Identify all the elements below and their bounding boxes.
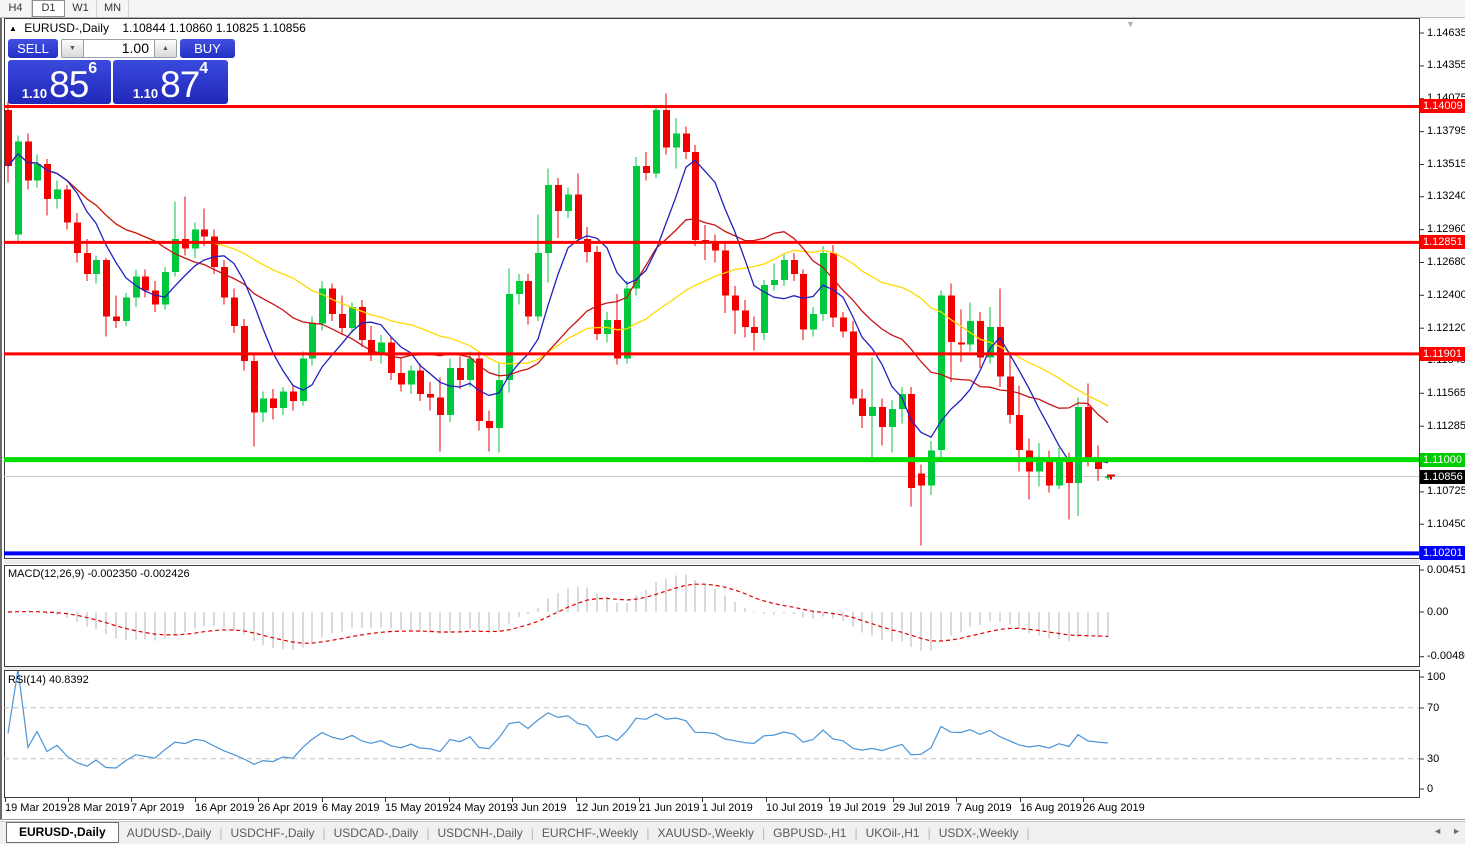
chart-tab-usdcnhdaily[interactable]: USDCNH-,Daily xyxy=(437,826,523,840)
sell-price-prefix: 1.10 xyxy=(21,86,48,101)
timeframe-button-h4[interactable]: H4 xyxy=(0,0,32,17)
timeframe-toolbar: H4 D1 W1 MN xyxy=(0,0,1465,18)
date-tick: 26 Aug 2019 xyxy=(1083,802,1145,814)
rsi-label: RSI(14) 40.8392 xyxy=(8,674,89,686)
timeframe-button-d1[interactable]: D1 xyxy=(32,0,65,17)
buy-price-prefix: 1.10 xyxy=(132,86,159,101)
buy-price-panel[interactable]: 1.10 87 4 xyxy=(113,60,228,104)
chart-window xyxy=(0,18,1465,819)
tab-scroll-left-icon[interactable]: ◄ xyxy=(1433,826,1443,836)
sell-price-pip: 6 xyxy=(88,60,98,77)
price-tick: 1.12120 xyxy=(1427,322,1465,334)
price-tick: 1.14355 xyxy=(1427,59,1465,71)
date-tick: 7 Aug 2019 xyxy=(956,802,1012,814)
date-tick: 16 Apr 2019 xyxy=(195,802,255,814)
price-tick: 1.12400 xyxy=(1427,289,1465,301)
date-tick: 28 Mar 2019 xyxy=(68,802,130,814)
level-price-tag: 1.14009 xyxy=(1420,99,1465,113)
price-tick: 1.10725 xyxy=(1427,485,1465,497)
date-tick: 16 Aug 2019 xyxy=(1020,802,1082,814)
date-tick: 29 Jul 2019 xyxy=(893,802,950,814)
price-tick: 1.12680 xyxy=(1427,256,1465,268)
tab-separator: | xyxy=(646,826,650,840)
date-tick: 26 Apr 2019 xyxy=(258,802,318,814)
one-click-trade-widget: SELL ▼ 1.00 ▲ BUY 1.10 85 6 1.10 87 4 xyxy=(8,39,235,104)
chart-tab-ukoilh1[interactable]: UKOil-,H1 xyxy=(865,826,920,840)
chart-symbol-label: EURUSD-,Daily xyxy=(24,21,109,35)
macd-axis-tick: 0.00 xyxy=(1427,606,1449,618)
tab-separator: | xyxy=(761,826,766,840)
volume-decrease-button[interactable]: ▼ xyxy=(61,39,84,58)
buy-price-big: 87 xyxy=(160,64,200,105)
sell-price-big: 85 xyxy=(49,64,89,105)
macd-axis-tick: -0.004806 xyxy=(1427,650,1465,662)
date-tick: 10 Jul 2019 xyxy=(766,802,823,814)
date-tick: 24 May 2019 xyxy=(449,802,513,814)
chart-tab-usdchfdaily[interactable]: USDCHF-,Daily xyxy=(230,826,315,840)
price-tick: 1.12960 xyxy=(1427,223,1465,235)
rsi-axis-tick: 70 xyxy=(1427,701,1440,714)
level-price-tag: 1.10201 xyxy=(1420,546,1465,560)
buy-button[interactable]: BUY xyxy=(180,39,235,58)
level-price-tag: 1.12851 xyxy=(1420,235,1465,249)
window-separator xyxy=(0,819,1465,820)
rsi-axis-tick: 30 xyxy=(1427,752,1440,765)
price-tick: 1.14635 xyxy=(1427,27,1465,39)
date-tick: 7 Apr 2019 xyxy=(131,802,185,814)
sell-button[interactable]: SELL xyxy=(8,39,58,58)
level-price-tag: 1.11000 xyxy=(1420,453,1465,467)
chart-tab-gbpusdh1[interactable]: GBPUSD-,H1 xyxy=(773,826,847,840)
chart-tab-bar: EURUSD-,Daily AUDUSD-,Daily | USDCHF-,Daily… xyxy=(0,821,1465,844)
chart-ohlc-values: 1.10844 1.10860 1.10825 1.10856 xyxy=(122,21,306,35)
chart-collapse-icon: ▲ xyxy=(9,24,17,33)
date-tick: 3 Jun 2019 xyxy=(512,802,567,814)
chevron-down-icon[interactable]: ▼ xyxy=(1126,19,1135,29)
macd-label: MACD(12,26,9) -0.002350 -0.002426 xyxy=(8,568,190,580)
tab-separator: | xyxy=(1026,826,1030,840)
price-tick: 1.10450 xyxy=(1427,518,1465,530)
date-tick: 19 Jul 2019 xyxy=(829,802,886,814)
price-tick: 1.13515 xyxy=(1427,158,1465,170)
volume-input[interactable]: 1.00 xyxy=(84,39,154,58)
tab-separator: | xyxy=(854,826,858,840)
chart-tab-xauusdweekly[interactable]: XAUUSD-,Weekly xyxy=(657,826,754,840)
date-tick: 1 Jul 2019 xyxy=(702,802,753,814)
chart-title: ▲ EURUSD-,Daily 1.10844 1.10860 1.10825 … xyxy=(9,21,306,35)
buy-price-pip: 4 xyxy=(199,60,209,77)
tab-separator: | xyxy=(426,826,430,840)
date-tick: 12 Jun 2019 xyxy=(576,802,637,814)
price-tick: 1.13240 xyxy=(1427,190,1465,202)
price-tick: 1.11285 xyxy=(1427,420,1465,432)
volume-increase-button[interactable]: ▲ xyxy=(154,39,177,58)
current-price-tag: 1.10856 xyxy=(1420,470,1465,484)
tab-separator: | xyxy=(322,826,326,840)
timeframe-button-mn[interactable]: MN xyxy=(97,0,129,17)
chart-tab-eurchfweekly[interactable]: EURCHF-,Weekly xyxy=(541,826,639,840)
tab-separator: | xyxy=(927,826,931,840)
chart-tab-eurusddaily[interactable]: EURUSD-,Daily xyxy=(6,822,119,843)
date-tick: 19 Mar 2019 xyxy=(5,802,67,814)
chart-tab-usdxweekly[interactable]: USDX-,Weekly xyxy=(938,826,1019,840)
price-tick: 1.13795 xyxy=(1427,125,1465,137)
macd-axis-tick: 0.004517 xyxy=(1427,564,1465,576)
chart-tab-usdcaddaily[interactable]: USDCAD-,Daily xyxy=(333,826,419,840)
rsi-axis-tick: 100 xyxy=(1427,670,1446,683)
timeframe-button-w1[interactable]: W1 xyxy=(65,0,97,17)
tab-separator: | xyxy=(219,826,223,840)
tab-scroll-right-icon[interactable]: ► xyxy=(1452,826,1461,836)
date-tick: 6 May 2019 xyxy=(322,802,380,814)
date-tick: 15 May 2019 xyxy=(385,802,449,814)
chart-tab-audusddaily[interactable]: AUDUSD-,Daily xyxy=(126,826,212,840)
date-tick: 21 Jun 2019 xyxy=(639,802,700,814)
price-tick: 1.11565 xyxy=(1427,387,1465,399)
sell-price-panel[interactable]: 1.10 85 6 xyxy=(8,60,111,104)
rsi-axis-tick: 0 xyxy=(1427,782,1434,795)
level-price-tag: 1.11901 xyxy=(1420,347,1465,361)
tab-separator: | xyxy=(530,826,534,840)
